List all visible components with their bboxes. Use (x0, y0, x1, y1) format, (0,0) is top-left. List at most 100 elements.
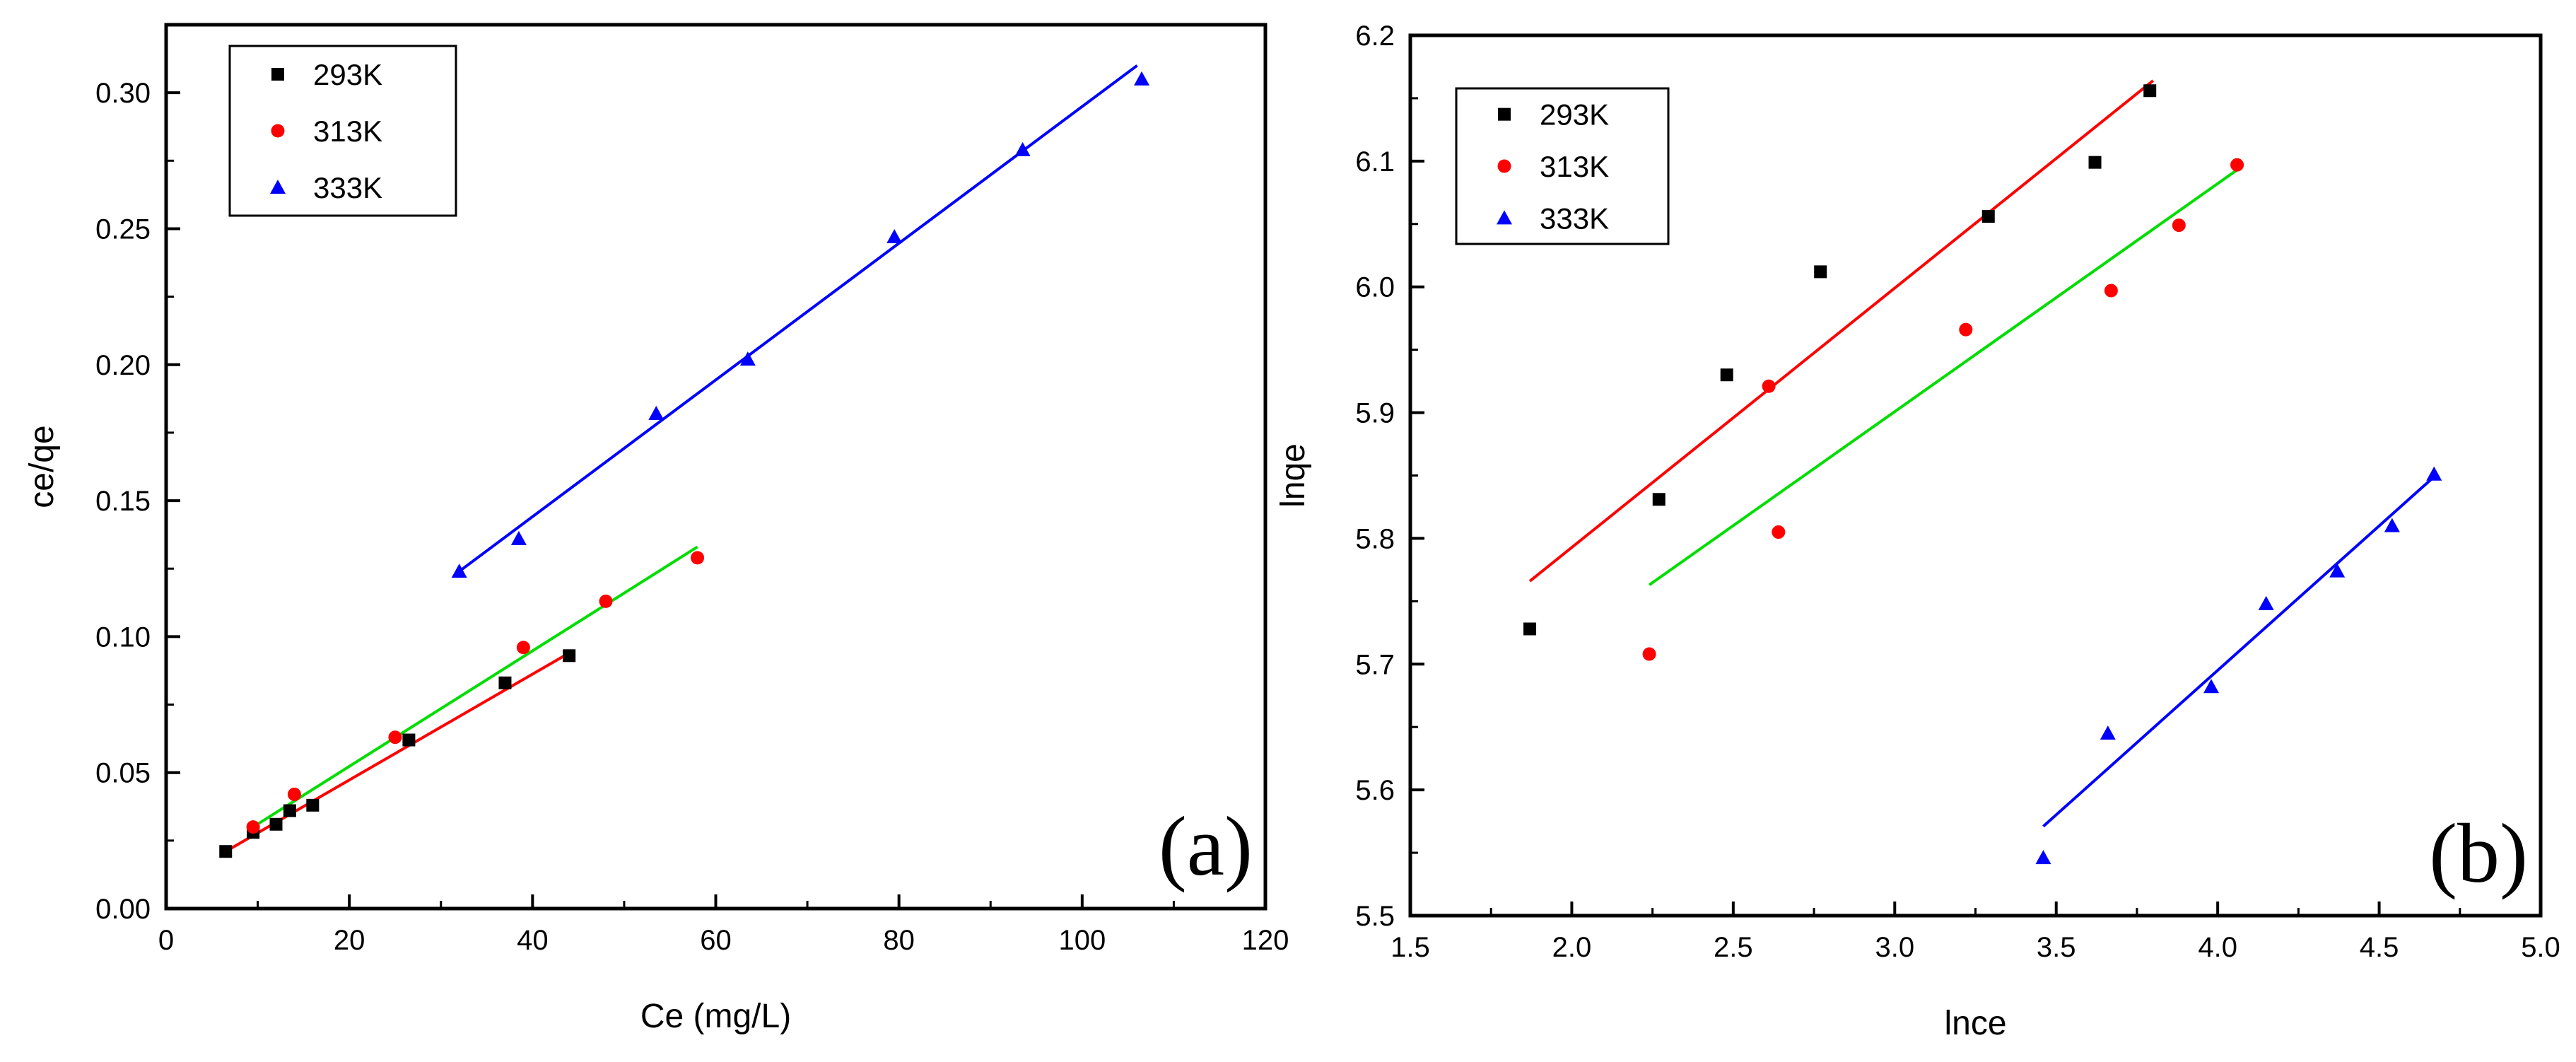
y-tick-label: 5.9 (1355, 398, 1395, 429)
data-point-313K (287, 787, 301, 801)
data-point-313K (691, 551, 705, 565)
x-tick-label: 60 (700, 925, 732, 956)
data-point-313K (2104, 284, 2118, 298)
data-point-333K (1134, 71, 1150, 86)
legend-box (228, 45, 457, 217)
y-tick-label: 0.25 (95, 214, 151, 245)
x-tick-label: 5.0 (2521, 932, 2560, 963)
data-point-333K (2258, 595, 2274, 610)
data-point-313K (516, 641, 530, 655)
data-point-293K (269, 817, 283, 831)
data-point-313K (2230, 158, 2244, 172)
data-point-333K (451, 564, 467, 578)
data-point-313K (1642, 647, 1656, 661)
x-tick-label: 3.0 (1875, 932, 1914, 963)
data-point-333K (2384, 518, 2400, 532)
data-point-293K (219, 845, 233, 858)
legend-marker-293K (1498, 107, 1511, 121)
x-tick-label: 20 (334, 925, 365, 956)
data-point-293K (498, 676, 512, 689)
y-tick-label: 0.10 (95, 622, 151, 653)
y-tick-label: 0.05 (95, 758, 151, 789)
data-point-293K (2143, 84, 2157, 98)
data-point-333K (510, 530, 527, 545)
chart-a: 0 20 40 60 80 100 120 0.00 0.05 0.10 0.15 0.20 0.25 0… (23, 23, 1289, 1035)
y-tick-label: 0.30 (95, 78, 151, 109)
data-point-333K (2035, 850, 2051, 865)
x-tick-label: 4.5 (2360, 932, 2399, 963)
legend-label: 333K (313, 171, 382, 204)
x-tick-label: 2.5 (1714, 932, 1753, 963)
data-point-293K (1814, 265, 1827, 279)
data-point-333K (2100, 725, 2116, 740)
data-point-293K (402, 733, 416, 747)
y-tick-label: 5.6 (1355, 775, 1395, 806)
data-point-313K (1772, 525, 1786, 539)
data-point-313K (246, 820, 260, 834)
data-point-293K (1720, 368, 1733, 382)
x-tick-label: 0 (158, 925, 174, 956)
y-tick-label: 0.20 (95, 350, 151, 381)
chart-b: 1.5 2.0 2.5 3.0 3.5 4.0 4.5 5.0 5.5 5.6 5.7 5.8 5.9 6… (1275, 21, 2560, 1042)
data-point-313K (388, 730, 402, 745)
x-tick-label: 2.0 (1552, 932, 1592, 963)
data-point-293K (563, 649, 576, 663)
panel-label: (a) (1159, 799, 1253, 893)
x-tick-label: 1.5 (1391, 932, 1430, 963)
x-tick-label: 3.5 (2037, 932, 2076, 963)
data-point-333K (2329, 563, 2346, 578)
data-point-333K (886, 229, 903, 243)
x-tick-label: 4.0 (2198, 932, 2237, 963)
x-axis-label: lnce (1944, 1005, 2006, 1042)
legend-marker-313K (1497, 159, 1511, 173)
fit-line (1648, 168, 2238, 586)
y-tick-label: 0.00 (95, 894, 151, 925)
data-point-333K (2203, 679, 2220, 694)
y-tick-label: 5.8 (1355, 523, 1395, 554)
legend-label: 313K (313, 115, 382, 148)
data-point-333K (739, 351, 756, 366)
y-tick-label: 0.15 (95, 486, 151, 517)
fit-line (225, 651, 570, 853)
legend-marker-333K (1497, 210, 1512, 225)
data-point-333K (1014, 141, 1031, 156)
fit-line (252, 545, 698, 829)
x-tick-label: 80 (883, 925, 915, 956)
data-point-293K (306, 798, 320, 812)
fit-line (2042, 475, 2435, 828)
y-axis-label: ce/qe (23, 425, 61, 508)
data-point-293K (1981, 210, 1995, 223)
legend-box (1455, 87, 1670, 245)
legend-label: 333K (1540, 202, 1609, 235)
legend-label: 293K (1540, 98, 1609, 132)
legend-marker-313K (271, 124, 285, 138)
data-point-293K (1523, 622, 1537, 636)
fit-line (458, 64, 1138, 573)
data-point-333K (648, 406, 665, 420)
data-point-313K (1762, 379, 1776, 393)
data-point-293K (1652, 493, 1665, 506)
y-tick-label: 6.1 (1355, 146, 1395, 177)
data-point-313K (599, 594, 613, 608)
x-axis-label: Ce (mg/L) (640, 998, 791, 1035)
y-tick-label: 6.2 (1355, 21, 1395, 52)
x-tick-label: 120 (1242, 925, 1289, 956)
y-tick-label: 5.5 (1355, 901, 1395, 932)
fit-line (1528, 79, 2155, 583)
legend-label: 293K (313, 58, 382, 91)
x-tick-label: 100 (1058, 925, 1106, 956)
data-point-293K (2088, 156, 2102, 169)
legend-marker-333K (270, 180, 286, 194)
y-tick-label: 5.7 (1355, 649, 1395, 680)
legend-label: 313K (1540, 150, 1609, 183)
legend-marker-293K (271, 68, 284, 81)
x-tick-label: 40 (517, 925, 549, 956)
data-point-313K (2172, 218, 2186, 233)
data-point-333K (2426, 466, 2442, 481)
panel-label: (b) (2429, 806, 2528, 900)
y-tick-label: 6.0 (1355, 272, 1395, 303)
y-axis-label: lnqe (1275, 443, 1312, 508)
data-point-293K (283, 804, 296, 817)
data-point-313K (1959, 322, 1973, 337)
